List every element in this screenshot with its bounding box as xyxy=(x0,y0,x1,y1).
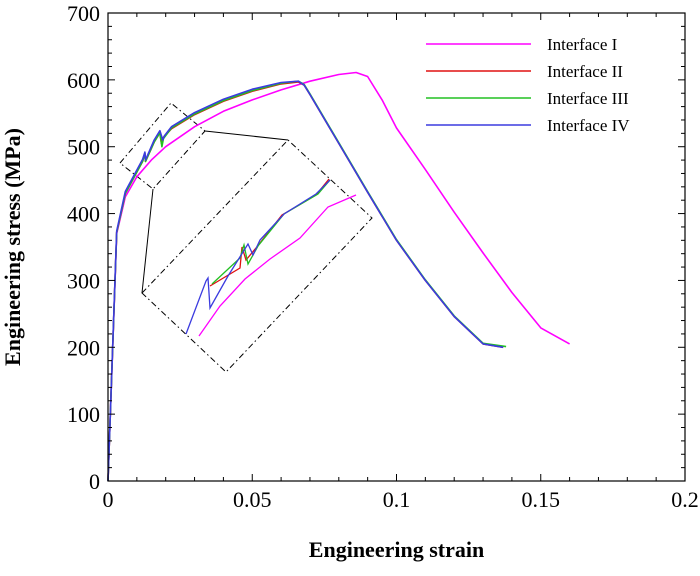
y-tick-label: 200 xyxy=(67,335,100,360)
axis-ticks: 0 0.05 0.1 0.15 0.2 0 100 200 300 400 500 600 700 xyxy=(67,1,699,512)
y-tick-label: 700 xyxy=(67,1,100,26)
legend-label-1: Interface I xyxy=(547,35,618,54)
y-tick-label: 0 xyxy=(89,469,100,494)
series-line-1 xyxy=(107,71,570,482)
legend: Interface I Interface II Interface III Inte… xyxy=(426,35,630,135)
series-lines xyxy=(107,71,570,482)
x-tick-label: 0.2 xyxy=(671,487,699,512)
zoom-inset-box xyxy=(141,139,373,373)
series-line-4 xyxy=(107,80,504,482)
y-tick-label: 400 xyxy=(67,202,100,227)
inset-zoom xyxy=(119,102,373,373)
y-tick-label: 300 xyxy=(67,268,100,293)
series-line-2 xyxy=(107,81,504,482)
zoom-connector-bottom xyxy=(141,188,154,294)
plot-frame xyxy=(107,12,686,482)
x-tick-label: 0.05 xyxy=(233,487,272,512)
legend-label-2: Interface II xyxy=(547,62,623,81)
legend-label-4: Interface IV xyxy=(547,116,630,135)
y-tick-label: 100 xyxy=(67,402,100,427)
y-axis-title: Engineering stress (MPa) xyxy=(0,128,25,366)
series-line-3 xyxy=(107,80,507,482)
inset-series-line-1 xyxy=(198,194,357,337)
legend-label-3: Interface III xyxy=(547,89,629,108)
x-tick-label: 0.1 xyxy=(383,487,411,512)
zoom-connector-top xyxy=(204,130,289,141)
x-tick-label: 0.15 xyxy=(522,487,561,512)
y-tick-label: 500 xyxy=(67,135,100,160)
x-tick-label: 0 xyxy=(103,487,114,512)
y-tick-label: 600 xyxy=(67,68,100,93)
x-axis-title: Engineering strain xyxy=(309,537,484,562)
inset-series-line-4 xyxy=(185,179,331,335)
